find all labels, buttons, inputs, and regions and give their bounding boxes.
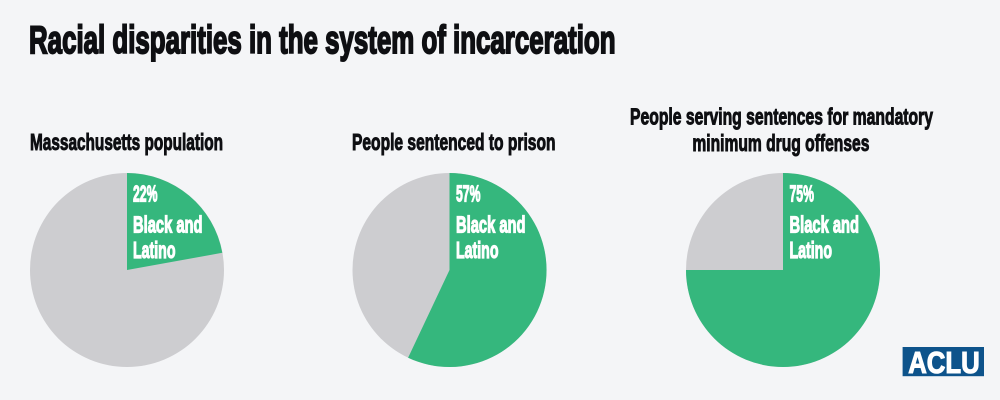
svg-text:Latino: Latino <box>133 237 176 263</box>
svg-text:minimum drug offenses: minimum drug offenses <box>692 130 869 156</box>
svg-text:75%: 75% <box>790 181 815 207</box>
svg-text:22%: 22% <box>133 181 158 207</box>
svg-text:57%: 57% <box>456 181 481 207</box>
svg-text:Massachusetts population: Massachusetts population <box>30 129 223 155</box>
svg-text:Black and: Black and <box>790 212 860 238</box>
svg-text:Racial disparities in the syst: Racial disparities in the system of inca… <box>29 18 616 62</box>
svg-text:Black and: Black and <box>456 212 526 238</box>
svg-text:Black and: Black and <box>133 212 203 238</box>
svg-text:People serving sentences for m: People serving sentences for mandatory <box>630 104 933 130</box>
svg-text:Latino: Latino <box>456 237 499 263</box>
svg-text:Latino: Latino <box>790 237 833 263</box>
svg-text:ACLU: ACLU <box>908 346 980 380</box>
svg-text:People sentenced to prison: People sentenced to prison <box>352 129 556 155</box>
